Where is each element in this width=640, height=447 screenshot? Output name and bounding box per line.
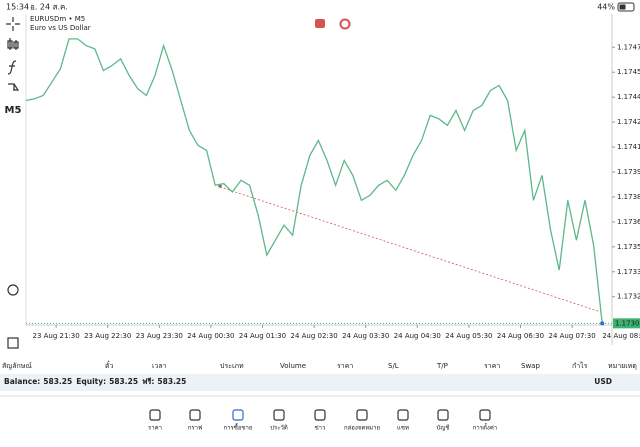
x-tick-label: 24 Aug 00:30	[187, 332, 234, 340]
x-tick-label: 24 Aug 06:30	[497, 332, 544, 340]
x-tick-label: 24 Aug 08:3	[602, 332, 640, 340]
account-value: 583.25	[109, 377, 138, 386]
x-tick-label: 24 Aug 02:30	[290, 332, 337, 340]
x-tick-label: 23 Aug 23:30	[136, 332, 183, 340]
nav-tab[interactable]: ข่าว	[315, 425, 326, 432]
column-header: ประเภท	[220, 362, 244, 370]
nav-tab[interactable]: แชท	[397, 425, 409, 432]
x-tick-label: 23 Aug 22:30	[84, 332, 131, 340]
status-bar	[0, 0, 640, 14]
y-tick-label: 1.17380	[617, 193, 640, 201]
nav-tab[interactable]: ราคา	[148, 425, 162, 432]
nav-icon[interactable]	[232, 409, 244, 421]
x-tick-label: 23 Aug 21:30	[32, 332, 79, 340]
y-tick-label: 1.17455	[617, 68, 640, 76]
account-value: 583.25	[157, 377, 186, 386]
column-header: S/L	[388, 362, 399, 370]
nav-icon[interactable]	[479, 409, 491, 421]
column-header: ราคา	[484, 362, 500, 370]
battery-text: 44%	[597, 3, 615, 12]
signal-icon[interactable]	[339, 18, 351, 30]
y-tick-label: 1.17410	[617, 143, 640, 151]
one-click-trading[interactable]	[315, 19, 325, 28]
bid-label: 1.17304	[615, 319, 640, 327]
bid-label-bg	[613, 318, 640, 329]
chart-type-tool[interactable]	[7, 38, 19, 50]
nav-icon[interactable]	[314, 409, 326, 421]
nav-icon[interactable]	[437, 409, 449, 421]
account-label: Balance:	[4, 377, 40, 386]
nav-tab[interactable]: กราฟ	[188, 425, 202, 432]
y-tick-label: 1.17350	[617, 243, 640, 251]
timeframe-button[interactable]: M5	[5, 105, 22, 116]
y-tick-label: 1.17425	[617, 118, 640, 126]
column-header: หมายเหตุ	[608, 362, 637, 370]
crosshair-tool[interactable]	[6, 17, 20, 31]
column-header: Volume	[280, 362, 306, 370]
y-tick-label: 1.17395	[617, 168, 640, 176]
nav-icon[interactable]	[356, 409, 368, 421]
column-header: Swap	[521, 362, 540, 370]
indicators-tool[interactable]	[7, 60, 17, 75]
new-order-tool[interactable]	[7, 337, 19, 349]
y-tick-label: 1.17320	[617, 293, 640, 301]
chart-description: Euro vs US Dollar	[30, 24, 91, 32]
nav-icon[interactable]	[149, 409, 161, 421]
table-header	[0, 358, 640, 372]
nav-tab[interactable]: บัญชี	[437, 424, 450, 432]
objects-tool[interactable]	[8, 83, 20, 91]
y-tick-label: 1.17335	[617, 268, 640, 276]
column-header: เวลา	[152, 362, 167, 370]
x-tick-label: 24 Aug 04:30	[394, 332, 441, 340]
status-date: อ. 24 ส.ค.	[30, 3, 68, 12]
battery-level	[619, 4, 626, 10]
x-tick-label: 24 Aug 01:30	[239, 332, 286, 340]
account-label: ฟรี:	[142, 377, 154, 386]
column-header: สัญลักษณ์	[2, 362, 32, 370]
price-line	[25, 38, 603, 324]
chart-symbol[interactable]: EURUSDm • M5	[30, 15, 85, 23]
column-header: กำไร	[572, 361, 588, 370]
column-header: ราคา	[337, 362, 353, 370]
x-tick-label: 24 Aug 07:30	[548, 332, 595, 340]
account-value: 583.25	[43, 377, 72, 386]
trend-line	[219, 186, 602, 313]
y-tick-label: 1.17470	[617, 43, 640, 51]
nav-icon[interactable]	[397, 409, 409, 421]
left-toolbar	[6, 17, 20, 349]
status-time: 15:34	[6, 3, 29, 12]
account-currency: USD	[594, 377, 612, 386]
order-marker: *	[218, 184, 223, 194]
zoom-tool[interactable]	[7, 284, 19, 296]
nav-tab[interactable]: การซื้อขาย	[224, 422, 253, 432]
nav-tab[interactable]: ประวัติ	[270, 425, 288, 432]
nav-tab[interactable]: การตั้งค่า	[473, 422, 497, 432]
column-header: T/P	[436, 362, 448, 370]
x-tick-label: 24 Aug 03:30	[342, 332, 389, 340]
nav-icon[interactable]	[189, 409, 201, 421]
y-tick-label: 1.17440	[617, 93, 640, 101]
x-tick-label: 24 Aug 05:30	[445, 332, 492, 340]
nav-tab[interactable]: กล่องจดหมาย	[344, 425, 380, 432]
nav-icon[interactable]	[273, 409, 285, 421]
y-tick-label: 1.17365	[617, 218, 640, 226]
battery-icon	[617, 2, 635, 12]
balance-bar	[0, 374, 640, 391]
column-header: ตั๋ว	[105, 361, 114, 370]
account-label: Equity:	[76, 377, 106, 386]
